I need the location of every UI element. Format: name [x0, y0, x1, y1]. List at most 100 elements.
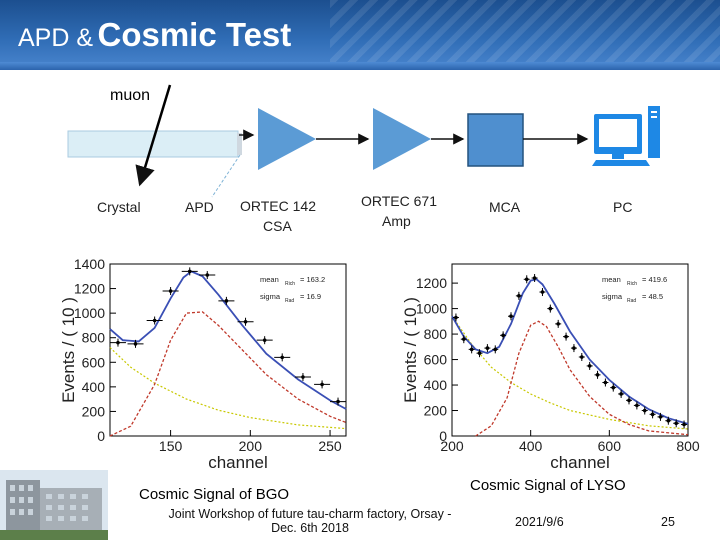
y-tick-label: 600 — [424, 352, 448, 368]
y-tick-label: 1200 — [416, 275, 447, 291]
y-tick-label: 800 — [424, 326, 448, 342]
x-tick-label: 250 — [318, 438, 342, 454]
data-point — [493, 347, 498, 352]
apd-label: APD — [185, 199, 214, 215]
data-point — [187, 269, 192, 274]
data-point — [168, 289, 173, 293]
total-fit-curve — [451, 278, 689, 425]
data-point — [454, 315, 458, 320]
data-point — [336, 399, 340, 404]
data-point — [462, 337, 466, 341]
computer-icon — [592, 106, 660, 166]
data-point — [501, 333, 505, 338]
data-point — [666, 418, 671, 423]
x-tick-label: 800 — [676, 438, 700, 454]
data-point — [116, 340, 120, 345]
signal-fit-curve — [475, 320, 689, 437]
data-point — [205, 273, 210, 277]
data-point — [224, 299, 229, 303]
data-point — [674, 421, 678, 426]
title-part-2: Cosmic Test — [97, 16, 292, 53]
fit-param-name: mean — [602, 275, 621, 284]
background-fit-curve — [109, 347, 347, 430]
signal-fit-curve — [109, 311, 347, 437]
muon-label: muon — [110, 87, 151, 104]
total-fit-curve — [109, 270, 347, 410]
y-tick-label: 1000 — [416, 301, 447, 317]
data-point — [548, 306, 553, 311]
y-axis-label: Events / ( 10 ) — [401, 297, 420, 403]
data-point — [595, 373, 600, 377]
y-tick-label: 0 — [439, 428, 447, 444]
y-tick-label: 400 — [82, 379, 106, 395]
fit-param-name: mean — [260, 275, 279, 284]
crystal-label: Crystal — [97, 199, 141, 215]
data-point — [580, 355, 584, 359]
data-point — [469, 347, 474, 352]
y-tick-label: 200 — [424, 403, 448, 419]
y-tick-label: 1000 — [74, 305, 105, 321]
y-axis-label: Events / ( 10 ) — [59, 297, 78, 403]
y-tick-label: 400 — [424, 377, 448, 393]
amp-amplifier-triangle-icon — [373, 108, 431, 170]
data-point — [658, 415, 663, 419]
lyso-caption: Cosmic Signal of LYSO — [470, 477, 626, 494]
fit-param-subscript: Rich — [627, 281, 637, 287]
data-point — [635, 403, 639, 408]
footer-date: 2021/9/6 — [515, 515, 564, 529]
fit-param-value: = 419.6 — [642, 275, 667, 284]
x-tick-label: 600 — [598, 438, 622, 454]
fit-param-subscript: Rich — [285, 281, 295, 287]
footer-conference-line2: Dec. 6th 2018 — [271, 521, 349, 535]
header-band — [0, 62, 720, 70]
data-point — [320, 382, 324, 387]
x-axis-label: channel — [208, 453, 268, 472]
fit-param-subscript: Rad — [627, 298, 636, 304]
y-tick-label: 600 — [82, 354, 106, 370]
mca-label: MCA — [489, 199, 521, 215]
data-point — [642, 408, 647, 413]
data-point — [517, 294, 521, 298]
mca-block — [467, 113, 524, 167]
plot-frame — [109, 263, 347, 437]
data-point — [532, 276, 537, 280]
data-point — [152, 318, 157, 323]
footer-conference: Joint Workshop of future tau-charm facto… — [145, 507, 475, 535]
header-pattern — [330, 0, 720, 70]
data-point — [682, 422, 686, 427]
data-point — [509, 314, 513, 319]
fit-param-value: = 48.5 — [642, 292, 663, 301]
x-tick-label: 200 — [440, 438, 464, 454]
muon-track-arrow-icon — [135, 84, 172, 187]
data-point — [477, 351, 482, 355]
y-tick-label: 0 — [97, 428, 105, 444]
slide-header: APD & Cosmic Test — [0, 0, 720, 70]
fit-param-name: sigma — [602, 292, 623, 301]
y-tick-label: 1200 — [74, 281, 105, 297]
data-point — [619, 392, 623, 396]
slide-title: APD & Cosmic Test — [18, 16, 291, 54]
footer-page-number: 25 — [661, 515, 675, 529]
background-fit-curve — [451, 315, 689, 430]
setup-diagram — [67, 84, 660, 198]
csa-label-line2: CSA — [263, 218, 292, 234]
data-point — [133, 342, 138, 346]
fit-param-value: = 163.2 — [300, 275, 325, 284]
data-point — [627, 398, 631, 403]
title-part-1: APD & — [18, 24, 94, 52]
data-point — [650, 412, 655, 417]
fit-param-name: sigma — [260, 292, 281, 301]
data-point — [564, 334, 568, 339]
x-axis-label: channel — [550, 453, 610, 472]
y-tick-label: 1400 — [74, 256, 105, 272]
fit-param-subscript: Rad — [285, 298, 294, 304]
csa-label-line1: ORTEC 142 — [240, 198, 316, 214]
data-point — [587, 364, 592, 368]
x-tick-label: 400 — [519, 438, 543, 454]
x-tick-label: 150 — [159, 438, 183, 454]
data-point — [243, 319, 248, 324]
y-tick-label: 200 — [82, 403, 106, 419]
amp-label-line2: Amp — [382, 213, 411, 229]
data-point — [540, 290, 545, 294]
